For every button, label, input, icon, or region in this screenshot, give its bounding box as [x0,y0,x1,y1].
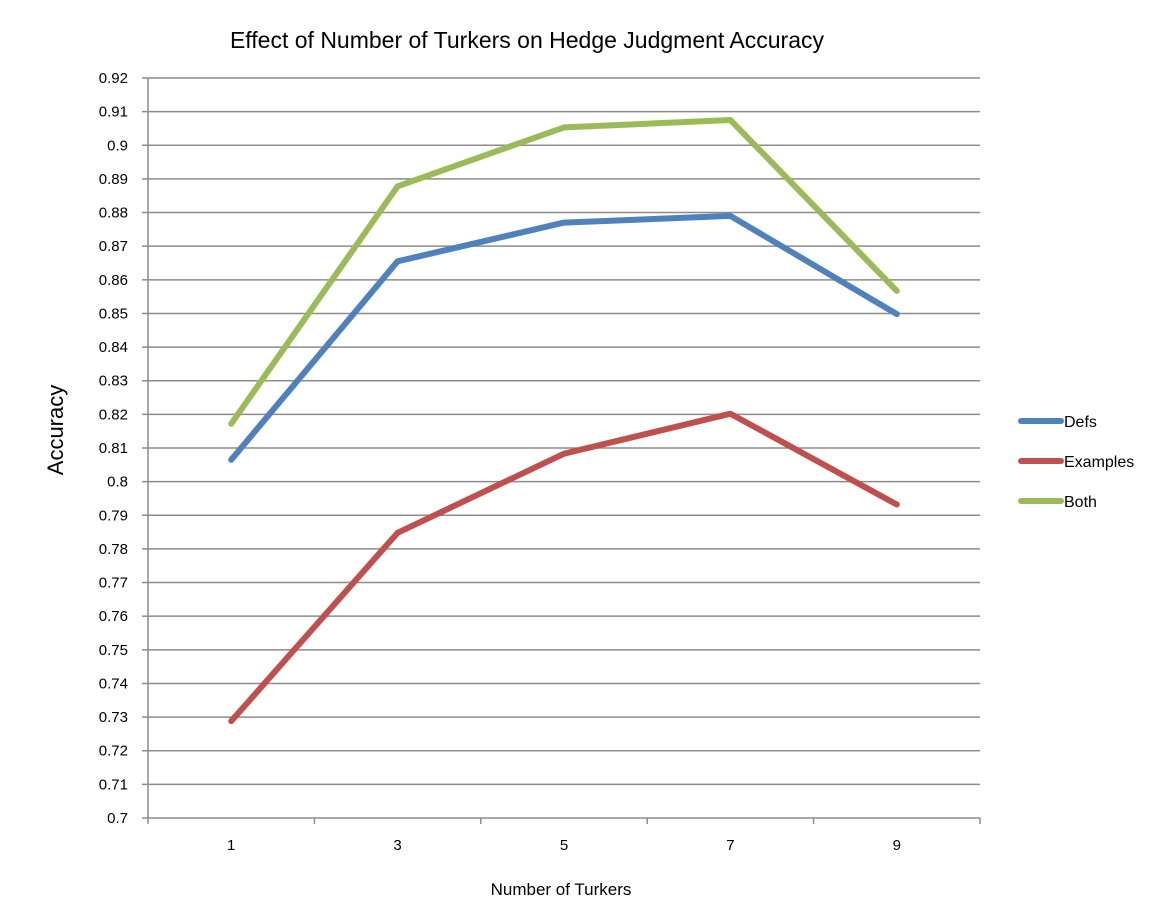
y-tick-label: 0.85 [99,305,128,322]
x-tick-label: 1 [227,837,235,854]
gridlines [148,77,980,786]
chart-title: Effect of Number of Turkers on Hedge Jud… [230,27,825,53]
series-line-defs [228,212,900,463]
y-tick-label: 0.81 [99,440,128,457]
y-tick-label: 0.77 [99,575,128,592]
legend-label: Both [1064,494,1097,511]
x-tick-labels: 1 3 5 7 9 [227,837,901,854]
y-tick-label: 0.86 [99,272,128,289]
y-tick-label: 0.71 [99,776,128,793]
legend-label: Examples [1064,454,1134,471]
x-tick-label: 5 [560,837,568,854]
series-line-examples [228,410,900,725]
y-tick-label: 0.91 [99,104,128,121]
y-tick-label: 0.76 [99,608,128,625]
legend-item-defs: Defs [1018,414,1097,431]
y-tick-label: 0.9 [107,137,128,154]
axes [142,77,981,824]
y-tick-label: 0.78 [99,541,128,558]
y-tick-label: 0.89 [99,171,128,188]
series-lines [228,117,900,725]
y-tick-label: 0.82 [99,406,128,423]
y-tick-label: 0.74 [99,675,128,692]
y-tick-labels: 0.7 0.71 0.72 0.73 0.74 0.75 0.76 0.77 0.78 0.79 0… [99,70,128,827]
series-line-both [228,117,900,427]
x-tick-label: 9 [893,837,901,854]
legend-item-both: Both [1018,494,1097,511]
y-tick-label: 0.7 [107,810,128,827]
y-tick-label: 0.84 [99,339,128,356]
y-tick-label: 0.92 [99,70,128,87]
y-tick-label: 0.79 [99,507,128,524]
x-tick-label: 7 [726,837,734,854]
x-tick-label: 3 [393,837,401,854]
y-tick-label: 0.88 [99,205,128,222]
x-axis-title: Number of Turkers [491,880,632,899]
y-tick-label: 0.83 [99,373,128,390]
y-tick-label: 0.75 [99,642,128,659]
y-tick-label: 0.87 [99,238,128,255]
y-tick-label: 0.72 [99,743,128,760]
legend-label: Defs [1064,414,1097,431]
y-axis-title: Accuracy [43,385,68,475]
y-tick-label: 0.8 [107,474,128,491]
y-tick-label: 0.73 [99,709,128,726]
legend-item-examples: Examples [1018,454,1134,471]
legend: Defs Examples Both [1018,414,1134,511]
